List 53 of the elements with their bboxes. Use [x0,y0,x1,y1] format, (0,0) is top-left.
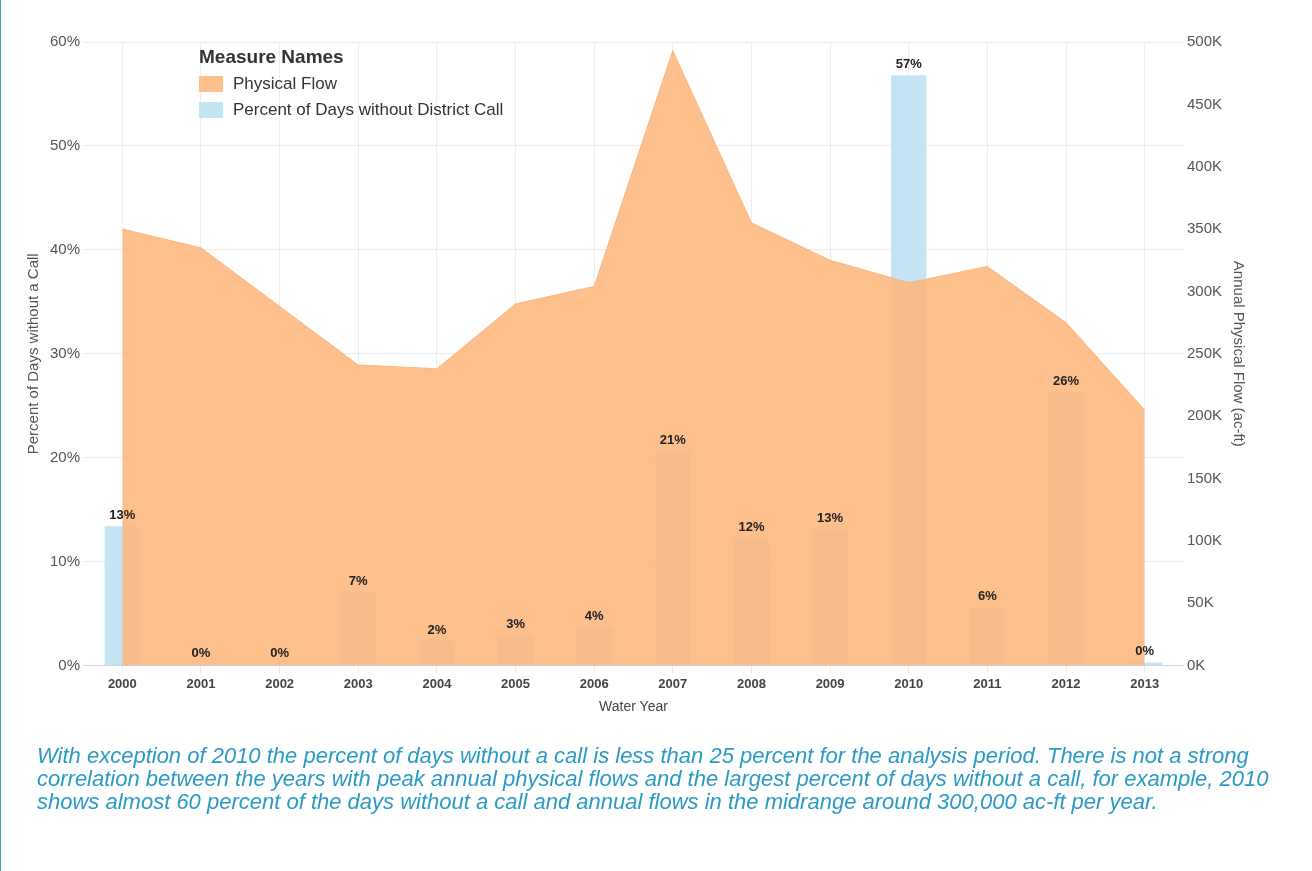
y2-tick-label: 300K [1186,281,1223,299]
data-label: 3% [506,616,526,632]
y-tick-label: 20% [49,447,81,465]
x-tick-label: 2007 [658,675,688,691]
legend-label: Physical Flow [233,74,337,94]
x-tick-label: 2012 [1051,675,1081,691]
y-tick-label: 10% [49,551,81,569]
y-tick-label: 50% [49,136,81,154]
x-tick-label: 2010 [894,675,924,691]
data-label: 12% [738,518,765,534]
x-tick-label: 2003 [343,675,373,691]
x-tick-label: 2008 [736,675,766,691]
legend-title: Measure Names [199,46,345,68]
y-axis-title: Percent of Days without a Call [24,253,42,455]
x-tick-label: 2004 [422,675,453,691]
y-tick-label: 0% [58,655,81,673]
x-axis-title: Water Year [599,698,669,715]
y2-axis-title: Annual Physical Flow (ac-ft) [1230,260,1248,447]
y2-tick-label: 250K [1186,343,1223,361]
y2-tick-label: 0K [1186,655,1206,673]
x-tick-label: 2011 [973,675,1002,691]
data-label: 7% [348,572,369,588]
y2-tick-label: 400K [1186,156,1223,174]
y-tick-label: 30% [49,343,81,361]
y2-tick-label: 450K [1186,94,1223,112]
data-label: 13% [817,510,844,526]
x-tick-label: 2009 [815,675,845,691]
x-tick-label: 2001 [186,675,216,691]
x-tick-label: 2005 [501,675,530,691]
y2-tick-label: 100K [1186,531,1223,549]
data-label: 13% [109,507,136,523]
data-label: 57% [895,56,923,72]
y-tick-label: 40% [49,240,81,258]
x-tick-label: 2000 [107,675,137,691]
data-label: 21% [659,432,687,448]
y2-tick-label: 500K [1186,32,1223,50]
legend-label: Percent of Days without District Call [233,100,504,120]
x-tick-label: 2013 [1130,675,1160,691]
y2-tick-label: 50K [1186,593,1214,611]
data-label: 6% [977,588,998,604]
data-label: 0% [1135,643,1155,659]
data-label: 0% [191,644,211,660]
data-label: 26% [1052,373,1080,389]
y2-tick-label: 200K [1186,406,1223,424]
y2-tick-label: 150K [1186,468,1223,486]
data-label: 4% [584,608,605,624]
text: With exception of 2010 the percent of days without a call is less than 25 percent for the analysis period. There is not a strong correlation between the years with peak annual physical flows and the largest percent of days without a call, for example, 2010 shows almost 60 percent of the days without a call and annual flows in the midrange around 300,000 ac-ft per year. [37,743,1270,814]
data-label: 0% [270,644,290,660]
x-tick-label: 2006 [579,675,609,691]
y-tick-label: 60% [49,32,81,50]
y2-tick-label: 350K [1186,219,1223,237]
data-label: 2% [427,621,447,637]
x-tick-label: 2002 [265,675,295,691]
